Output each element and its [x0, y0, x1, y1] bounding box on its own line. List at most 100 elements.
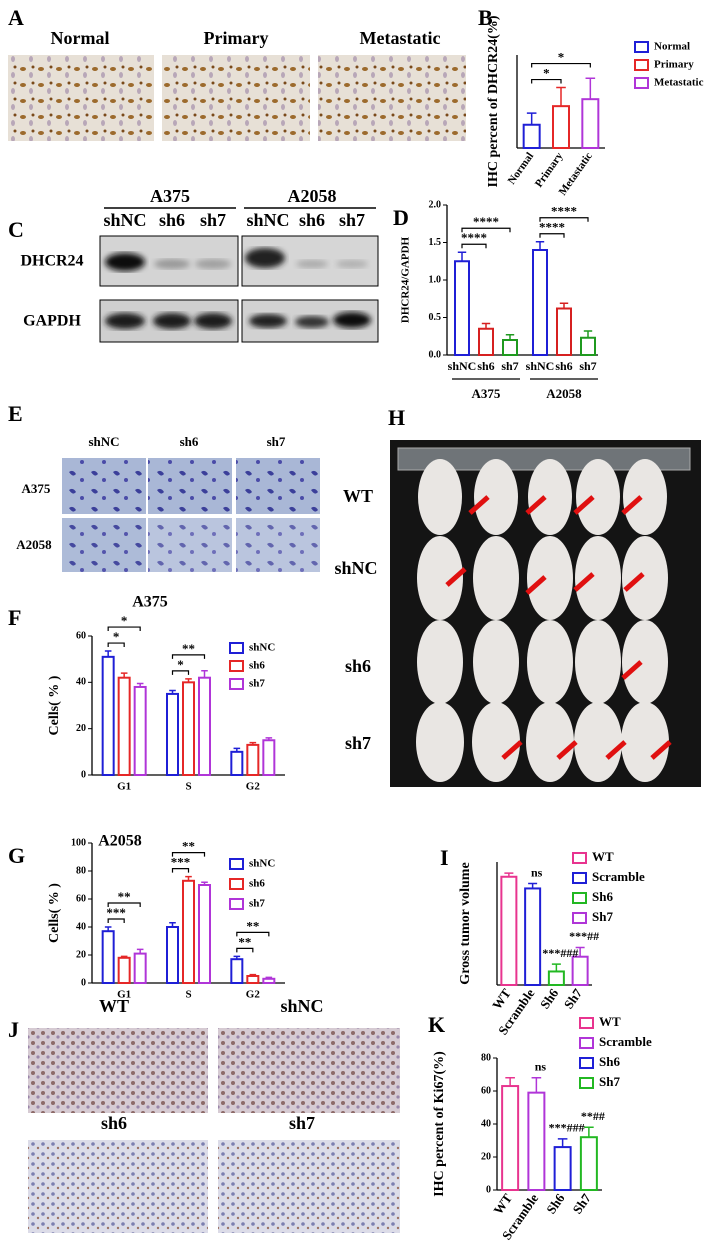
panel-label: B [478, 5, 493, 30]
significance-bracket [107, 918, 125, 923]
significance-bracket [107, 626, 141, 632]
bar [501, 1085, 520, 1192]
lane-label: sh7 [200, 210, 226, 230]
ihc-image [318, 55, 466, 141]
image-label: WT [99, 996, 129, 1016]
y-tick-label: 60 [481, 1085, 491, 1096]
error-bar [120, 672, 128, 678]
x-tick-label: G1 [117, 989, 131, 1001]
error-bar [249, 973, 257, 976]
image-label: Normal [51, 28, 110, 48]
panel-label: A [8, 5, 24, 30]
row-label: sh7 [345, 733, 371, 753]
error-bar [104, 650, 112, 657]
panel-label: F [8, 605, 21, 630]
ihc-image [162, 55, 310, 141]
significance-bracket [236, 931, 270, 937]
error-bar [185, 875, 192, 881]
y-tick-label: 2.0 [429, 199, 442, 210]
significance-bracket [539, 233, 565, 238]
legend-swatch [572, 852, 587, 864]
significance-label: *** [106, 905, 126, 920]
bar [262, 977, 276, 984]
y-tick-label: 1.0 [429, 274, 442, 285]
error-bar [584, 1126, 594, 1138]
significance-label: * [558, 50, 565, 65]
significance-label: * [121, 613, 128, 628]
bar [454, 260, 470, 356]
significance-label: *** [171, 855, 191, 870]
significance-label: ** [182, 641, 195, 656]
error-bar [169, 689, 176, 694]
panel-label: K [428, 1012, 445, 1037]
error-bar [120, 955, 128, 958]
cell-line: A2058 [288, 186, 337, 206]
row-label: shNC [334, 558, 377, 578]
column-label: sh7 [267, 434, 286, 449]
chart-title: A375 [132, 594, 168, 611]
significance-bracket [531, 78, 562, 84]
bar [230, 750, 244, 776]
lane-label: sh7 [339, 210, 365, 230]
legend-label: Scramble [599, 1034, 652, 1049]
error-bar [535, 241, 545, 250]
bar [101, 655, 115, 776]
legend-swatch [579, 1077, 594, 1089]
y-tick-label: 40 [76, 677, 86, 688]
error-bar [265, 737, 273, 741]
legend-swatch [229, 858, 244, 870]
legend-swatch [229, 878, 244, 890]
legend-label: WT [592, 849, 614, 864]
row-label: A375 [22, 481, 51, 496]
significance-label: ** [182, 839, 195, 854]
significance-bracket [236, 947, 254, 953]
legend-swatch [229, 678, 244, 690]
image-label: Metastatic [360, 28, 441, 48]
panel-label: C [8, 217, 24, 242]
legend-label: shNC [249, 858, 275, 870]
x-tick-label: G2 [246, 781, 261, 793]
lane-label: shNC [103, 210, 146, 230]
bar [553, 1146, 572, 1191]
bar [133, 685, 147, 777]
y-axis-label: IHC percent of Ki67(%) [432, 1051, 447, 1197]
legend-label: Metastatic [654, 77, 704, 89]
panel-label: H [388, 405, 405, 430]
y-axis-label: Cells( % ) [47, 675, 62, 735]
legend-label: Sh7 [599, 1074, 620, 1089]
x-tick-label: sh6 [477, 359, 494, 373]
bar [198, 884, 211, 984]
bar-annotation: ***### [542, 946, 578, 960]
bar [527, 1091, 546, 1192]
protein-label: GAPDH [23, 313, 81, 330]
y-tick-label: 0 [81, 977, 86, 988]
significance-label: ** [246, 918, 259, 933]
bar [182, 681, 195, 776]
ihc-image [8, 55, 154, 141]
bar-annotation: ns [531, 865, 543, 879]
error-bar [201, 670, 208, 678]
bar [182, 879, 195, 984]
error-bar [559, 302, 569, 309]
lane-label: shNC [246, 210, 289, 230]
significance-label: ** [118, 889, 131, 904]
protein-label: DHCR24 [20, 253, 83, 270]
y-tick-label: 20 [76, 949, 86, 960]
error-bar [481, 322, 491, 329]
error-bar [169, 922, 176, 927]
x-tick-label: shNC [448, 359, 477, 373]
error-bar [583, 330, 593, 338]
x-tick-label: S [185, 989, 191, 1001]
x-tick-label: G1 [117, 781, 131, 793]
y-axis-label: IHC percent of DHCR24(%) [486, 15, 501, 187]
error-bar [504, 872, 514, 877]
chart-title: A2058 [98, 833, 142, 850]
x-tick-label: sh7 [501, 359, 518, 373]
error-bar [136, 948, 144, 954]
significance-bracket [107, 642, 125, 648]
significance-bracket [171, 654, 206, 659]
legend-label: Primary [654, 59, 694, 71]
legend-label: sh7 [249, 678, 265, 690]
group-label: A2058 [546, 386, 582, 401]
ki67-image [28, 1028, 208, 1113]
